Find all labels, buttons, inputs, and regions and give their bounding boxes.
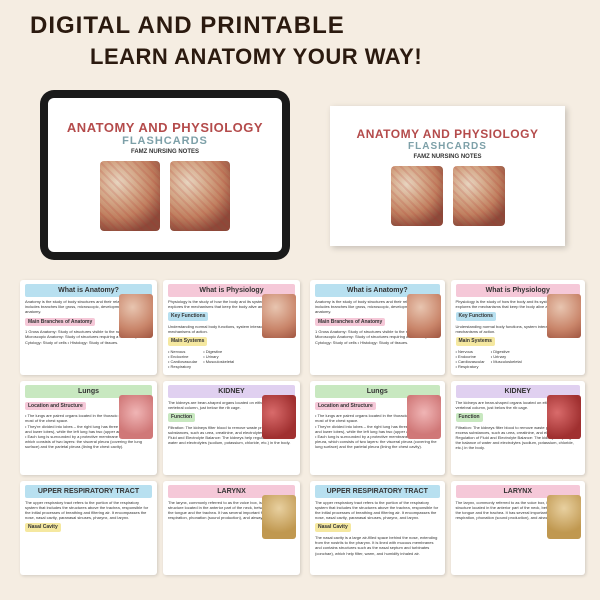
card-section: Main Systems	[456, 337, 495, 346]
cover-brand: FAMZ NURSING NOTES	[413, 154, 481, 160]
flashcard-kidney: KIDNEY The kidneys are bean-shaped organ…	[451, 381, 586, 475]
flashcard-physiology: What is Physiology Physiology is the stu…	[163, 280, 300, 375]
cover-subtitle: FLASHCARDS	[122, 135, 208, 147]
card-text: The upper respiratory tract refers to th…	[315, 500, 440, 521]
kidney-thumb	[547, 395, 581, 439]
print-card: ANATOMY AND PHYSIOLOGY FLASHCARDS FAMZ N…	[330, 106, 565, 246]
cover-brand: FAMZ NURSING NOTES	[131, 149, 199, 155]
card-list: • Digestive • Urinary • Musculoskeletal	[203, 349, 234, 370]
lungs-thumb	[119, 395, 153, 439]
card-section: Function	[456, 413, 483, 422]
card-section: Function	[168, 413, 195, 422]
flashcard-grid-left: What is Anatomy? Anatomy is the study of…	[20, 280, 300, 575]
cover-art	[100, 161, 230, 231]
card-section: Key Functions	[168, 312, 208, 321]
cover-title: ANATOMY AND PHYSIOLOGY	[67, 120, 263, 135]
card-section: Key Functions	[456, 312, 496, 321]
anatomy-thumb	[119, 294, 153, 338]
card-section: Location and Structure	[25, 402, 86, 411]
card-text: The upper respiratory tract refers to th…	[25, 500, 152, 521]
card-section: Main Systems	[168, 337, 207, 346]
tablet-frame: ANATOMY AND PHYSIOLOGY FLASHCARDS FAMZ N…	[40, 90, 290, 260]
flashcard-lungs: Lungs Location and Structure • The lungs…	[20, 381, 157, 475]
larynx-thumb	[262, 495, 296, 539]
card-section: Location and Structure	[315, 402, 376, 411]
physiology-thumb	[262, 294, 296, 338]
card-section: Main Branches of Anatomy	[25, 318, 95, 327]
flashcard-grid-right: What is Anatomy? Anatomy is the study of…	[310, 280, 585, 575]
headline-primary: DIGITAL AND PRINTABLE	[30, 12, 345, 40]
skull-illustration	[391, 166, 443, 226]
physiology-thumb	[547, 294, 581, 338]
flashcard-larynx: LARYNX The larynx, commonly referred to …	[163, 481, 300, 575]
card-title: UPPER RESPIRATORY TRACT	[25, 485, 152, 498]
cover-subtitle: FLASHCARDS	[408, 141, 487, 152]
cover-title: ANATOMY AND PHYSIOLOGY	[357, 127, 539, 141]
flashcard-physiology: What is Physiology Physiology is the stu…	[451, 280, 586, 375]
anatomy-thumb	[407, 294, 441, 338]
lungs-thumb	[407, 395, 441, 439]
flashcard-anatomy: What is Anatomy? Anatomy is the study of…	[20, 280, 157, 375]
skull-illustration	[100, 161, 160, 231]
headline-secondary: LEARN ANATOMY YOUR WAY!	[90, 44, 422, 70]
skull-illustration	[170, 161, 230, 231]
tablet-screen: ANATOMY AND PHYSIOLOGY FLASHCARDS FAMZ N…	[48, 98, 282, 252]
larynx-thumb	[547, 495, 581, 539]
flashcard-lungs: Lungs Location and Structure • The lungs…	[310, 381, 445, 475]
flashcard-upper-resp: UPPER RESPIRATORY TRACT The upper respir…	[310, 481, 445, 575]
card-section: Nasal Cavity	[25, 523, 61, 532]
card-list: • Nervous • Endocrine • Cardiovascular •…	[168, 349, 197, 370]
card-title: UPPER RESPIRATORY TRACT	[315, 485, 440, 498]
flashcard-larynx: LARYNX The larynx, commonly referred to …	[451, 481, 586, 575]
kidney-thumb	[262, 395, 296, 439]
card-section: Main Branches of Anatomy	[315, 318, 385, 327]
skull-illustration	[453, 166, 505, 226]
cover-art	[391, 166, 505, 226]
flashcard-upper-resp: UPPER RESPIRATORY TRACT The upper respir…	[20, 481, 157, 575]
flashcard-anatomy: What is Anatomy? Anatomy is the study of…	[310, 280, 445, 375]
card-text: The nasal cavity is a large air-filled s…	[315, 535, 440, 556]
card-section: Nasal Cavity	[315, 523, 351, 532]
flashcard-kidney: KIDNEY The kidneys are bean-shaped organ…	[163, 381, 300, 475]
card-list: • Digestive • Urinary • Musculoskeletal	[491, 349, 522, 370]
card-list: • Nervous • Endocrine • Cardiovascular •…	[456, 349, 485, 370]
